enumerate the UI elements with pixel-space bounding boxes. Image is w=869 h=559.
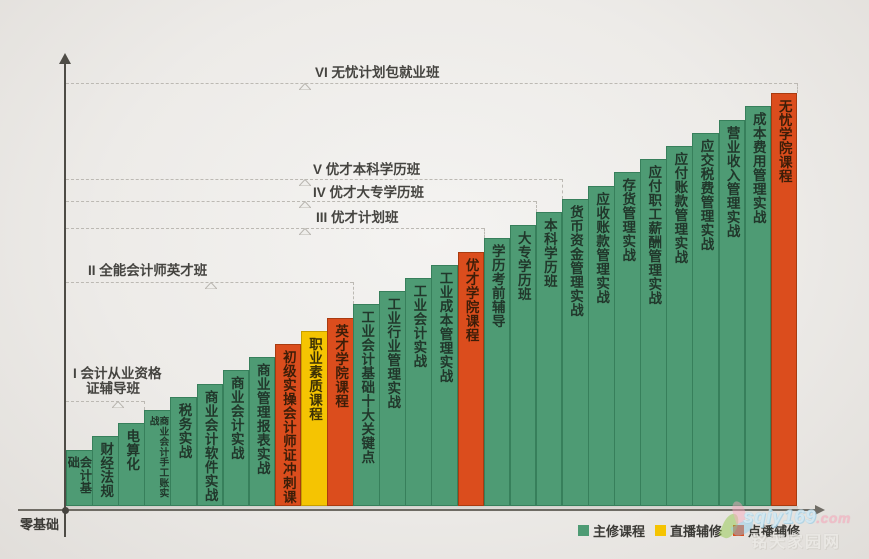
- level-label-3: III 优才计划班: [316, 210, 399, 225]
- x-axis-arrow-icon: [815, 505, 825, 515]
- legend-item-vod: 点播辅修: [733, 521, 800, 540]
- level-line-6: [66, 83, 797, 84]
- course-bar-18: 大专学历班: [509, 225, 537, 506]
- level-label-1: I 会计从业资格 证辅导班: [73, 366, 162, 396]
- level-line-2: [66, 282, 354, 283]
- level-line-1: [66, 401, 145, 402]
- legend-swatch-vod: [733, 525, 744, 536]
- course-bar-label: 初级实操会计师证冲刺课: [280, 349, 296, 504]
- course-bar-label: 商业会计实战: [228, 376, 244, 461]
- course-bar-21: 应收账款管理实战: [588, 185, 615, 506]
- course-bar-label: 英才学院课程: [333, 323, 349, 408]
- level-line-drop-2: [353, 282, 355, 305]
- legend-swatch-live: [655, 525, 666, 536]
- course-bar-label: 商业会计手工账实战: [147, 415, 169, 499]
- course-bar-1: 会计基础: [66, 449, 93, 506]
- course-bar-label: 本科学历班: [541, 217, 557, 288]
- legend-item-main: 主修课程: [578, 521, 645, 540]
- course-bar-10: 职业素质课程: [300, 330, 328, 506]
- origin-dot: [62, 507, 69, 514]
- course-bar-label: 学历考前辅导: [489, 244, 505, 329]
- course-bar-label: 工业行业管理实战: [385, 297, 401, 410]
- level-line-drop-6: [796, 83, 798, 94]
- course-bar-label: 税务实战: [176, 402, 192, 459]
- legend-swatch-main: [578, 525, 589, 536]
- course-bar-label: 工业成本管理实战: [437, 270, 453, 383]
- course-bar-label: 存货管理实战: [620, 178, 636, 263]
- course-bar-label: 营业收入管理实战: [724, 125, 740, 238]
- course-bar-label: 商业会计软件实战: [202, 389, 218, 502]
- level-line-drop-5: [561, 178, 563, 199]
- legend-item-live: 直播辅修: [655, 521, 722, 540]
- course-bar-20: 货币资金管理实战: [561, 198, 589, 506]
- course-bar-label: 大专学历班: [515, 231, 531, 302]
- level-line-4: [66, 200, 536, 202]
- level-line-3: [66, 228, 484, 229]
- course-bar-label: 电算化: [124, 429, 140, 472]
- course-bar-16: 优才学院课程: [457, 251, 485, 506]
- level-line-drop-3: [483, 228, 485, 239]
- course-bar-6: 商业会计软件实战: [196, 383, 224, 506]
- course-bar-label: 应交税费管理实战: [698, 138, 714, 251]
- x-axis-origin-extension: [18, 509, 64, 511]
- course-bar-label: 工业会计实战: [411, 283, 427, 368]
- course-bar-label: 应付职工薪酬管理实战: [646, 165, 662, 306]
- course-bar-8: 商业管理报表实战: [248, 357, 276, 506]
- level-label-5: V 优才本科学历班: [313, 162, 421, 177]
- course-bar-19: 本科学历班: [535, 211, 563, 506]
- course-bar-label: 货币资金管理实战: [567, 204, 583, 317]
- course-bar-14: 工业会计实战: [405, 277, 432, 506]
- level-line-5: [66, 178, 562, 180]
- course-bar-label: 财经法规: [98, 442, 114, 499]
- level-label-6: VI 无忧计划包就业班: [315, 65, 440, 80]
- y-axis: [64, 62, 66, 510]
- course-bar-17: 学历考前辅导: [483, 238, 511, 506]
- course-bar-4: 商业会计手工账实战: [144, 409, 171, 506]
- level-line-drop-4: [535, 200, 537, 212]
- course-bar-label: 应付账款管理实战: [672, 151, 688, 264]
- y-axis-arrow-icon: [59, 53, 71, 64]
- legend-label: 直播辅修: [670, 524, 723, 539]
- level-label-4: IV 优才大专学历班: [313, 185, 425, 200]
- course-bar-label: 商业管理报表实战: [254, 363, 270, 476]
- level-line-drop-1: [144, 401, 146, 410]
- course-bar-label: 无忧学院课程: [776, 99, 792, 184]
- zero-basis-label: 零基础: [20, 517, 60, 532]
- y-axis-origin-extension: [64, 510, 66, 537]
- course-bar-28: 无忧学院课程: [770, 93, 798, 506]
- course-bar-15: 工业成本管理实战: [431, 264, 459, 506]
- course-bar-label: 工业会计基础十大关键点: [359, 310, 375, 465]
- course-bar-3: 电算化: [118, 423, 145, 506]
- course-bar-12: 工业会计基础十大关键点: [353, 304, 380, 506]
- legend-label: 主修课程: [593, 524, 646, 539]
- x-axis: [64, 509, 816, 511]
- course-bar-7: 商业会计实战: [222, 370, 250, 506]
- course-bar-label: 优才学院课程: [463, 257, 479, 342]
- course-bar-label: 职业素质课程: [306, 336, 322, 421]
- course-bar-label: 会计基础: [66, 455, 93, 494]
- course-bar-2: 财经法规: [92, 436, 119, 506]
- course-bar-label: 成本费用管理实战: [750, 112, 766, 225]
- level-label-2: II 全能会计师英才班: [88, 263, 208, 278]
- course-bar-label: 应收账款管理实战: [594, 191, 610, 304]
- legend-label: 点播辅修: [748, 524, 801, 539]
